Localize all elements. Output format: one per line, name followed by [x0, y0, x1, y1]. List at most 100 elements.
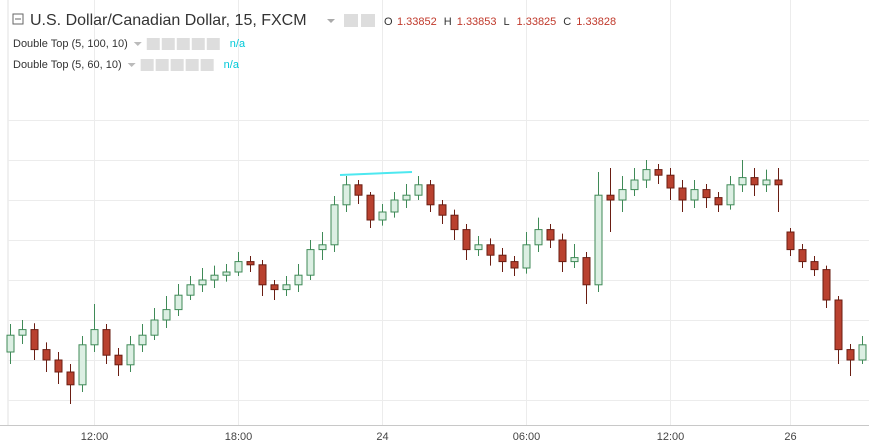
candle-body [630, 179, 639, 191]
x-tick-label: 12:00 [81, 431, 109, 443]
candle-body [390, 199, 399, 213]
candle-body [474, 244, 483, 251]
candle-body [486, 244, 495, 256]
eye-button[interactable] [344, 14, 358, 27]
candle-body [714, 197, 723, 206]
candle-body [450, 214, 459, 231]
candle-body [822, 269, 831, 301]
candle-body [438, 204, 447, 216]
indicator-menu[interactable] [127, 63, 136, 67]
candle-body [306, 249, 315, 276]
double-top-line [339, 171, 413, 176]
candle-body [126, 344, 135, 366]
candle-body [414, 184, 423, 196]
candle-body [222, 271, 231, 276]
ohlc-label: O [384, 16, 393, 28]
candle-body [546, 229, 555, 241]
candle-body [786, 231, 795, 251]
x-tick-label: 18:00 [225, 431, 253, 443]
candle-body [666, 174, 675, 189]
candle-body [582, 257, 591, 286]
candle-body [654, 169, 663, 176]
candle-body [702, 189, 711, 199]
indicator-button[interactable] [206, 38, 220, 50]
ohlc-value: 1.33828 [576, 16, 616, 28]
indicator-button[interactable] [200, 59, 214, 71]
candle-body [54, 359, 63, 373]
candle-body [606, 194, 615, 201]
dropdown-arrow[interactable] [327, 19, 335, 23]
candle-body [846, 349, 855, 361]
candle-body [858, 344, 867, 361]
candle-body [690, 189, 699, 201]
indicator-name: Double Top (5, 100, 10) [13, 38, 128, 50]
candle-body [234, 261, 243, 273]
candle-body [558, 239, 567, 263]
ohlc-label: H [444, 16, 452, 28]
candle-body [462, 229, 471, 251]
candle-body [114, 354, 123, 366]
ohlc-value: 1.33853 [457, 16, 497, 28]
candle-body [354, 184, 363, 196]
candle-body [18, 329, 27, 336]
candle-body [522, 244, 531, 269]
candle-body [186, 284, 195, 296]
candle-body [246, 261, 255, 266]
symbol-title: U.S. Dollar/Canadian Dollar, 15, FXCM [30, 12, 307, 29]
indicator-button[interactable] [155, 59, 169, 71]
candle-body [834, 299, 843, 351]
ohlc-value: 1.33825 [517, 16, 557, 28]
candle-body [162, 309, 171, 321]
candle-body [294, 274, 303, 286]
candle-body [426, 184, 435, 206]
candle-body [90, 329, 99, 346]
candle-body [150, 319, 159, 336]
candle-body [6, 334, 15, 353]
collapse-toggle[interactable] [12, 13, 24, 25]
indicator-button[interactable] [185, 59, 199, 71]
candle-body [42, 349, 51, 361]
candle-body [618, 189, 627, 201]
ohlc-value: 1.33852 [397, 16, 437, 28]
settings-button[interactable] [361, 14, 375, 27]
candle-body [498, 254, 507, 263]
candle-body [174, 294, 183, 311]
candle-body [342, 184, 351, 206]
candle-body [78, 344, 87, 386]
candle-body [534, 229, 543, 246]
x-tick-label: 24 [376, 431, 388, 443]
candle-body [642, 169, 651, 181]
indicator-menu[interactable] [133, 42, 142, 46]
candle-body [366, 194, 375, 221]
indicator-button[interactable] [176, 38, 190, 50]
candle-body [330, 204, 339, 246]
indicator-button[interactable] [191, 38, 205, 50]
indicator-button[interactable] [161, 38, 175, 50]
candle-body [810, 261, 819, 271]
candle-body [678, 187, 687, 201]
candle-body [762, 179, 771, 186]
indicator-button[interactable] [170, 59, 184, 71]
candle-body [318, 244, 327, 251]
ohlc-label: C [563, 16, 571, 28]
candle-body [258, 264, 267, 286]
ohlc-label: L [504, 16, 510, 28]
x-tick-label: 06:00 [513, 431, 541, 443]
candle-body [726, 184, 735, 206]
candle-body [738, 177, 747, 186]
candle-body [30, 329, 39, 351]
candle-body [594, 194, 603, 286]
indicator-value: n/a [230, 38, 246, 50]
indicator-name: Double Top (5, 60, 10) [13, 59, 122, 71]
candle-body [798, 249, 807, 263]
indicator-button[interactable] [140, 59, 154, 71]
candle-body [750, 177, 759, 186]
candle-body [510, 261, 519, 269]
indicator-button[interactable] [146, 38, 160, 50]
candle-body [66, 371, 75, 386]
x-tick-label: 26 [784, 431, 796, 443]
candle-body [198, 279, 207, 286]
candle-body [378, 211, 387, 221]
